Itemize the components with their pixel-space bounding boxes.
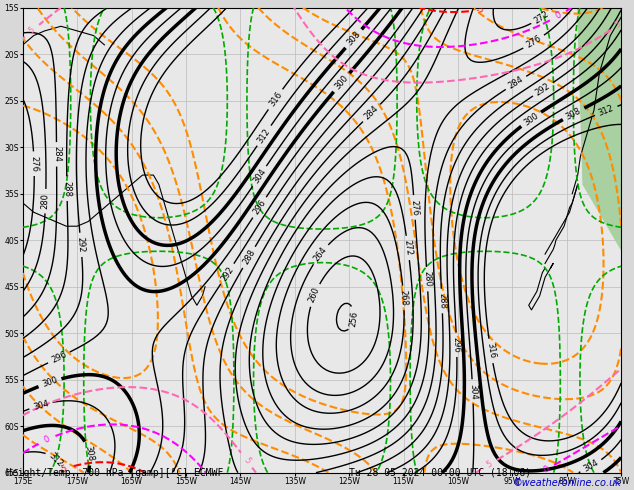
Text: 5: 5 bbox=[614, 19, 623, 30]
Text: 276: 276 bbox=[29, 155, 39, 172]
Polygon shape bbox=[578, 8, 621, 249]
Text: 276: 276 bbox=[410, 199, 419, 216]
Text: 284: 284 bbox=[52, 147, 61, 162]
Text: 304: 304 bbox=[32, 399, 49, 412]
Text: 260: 260 bbox=[307, 286, 321, 304]
Text: 296: 296 bbox=[452, 337, 462, 353]
Text: Height/Temp. 700 hPa [gamp][°C] ECMWF: Height/Temp. 700 hPa [gamp][°C] ECMWF bbox=[6, 468, 224, 478]
Text: 288: 288 bbox=[62, 181, 72, 197]
Text: 300: 300 bbox=[41, 375, 59, 389]
Text: 308: 308 bbox=[345, 29, 362, 48]
Text: 5: 5 bbox=[484, 460, 493, 470]
Text: 268: 268 bbox=[399, 290, 408, 306]
Text: 296: 296 bbox=[251, 198, 268, 217]
Text: 308: 308 bbox=[83, 444, 95, 462]
Text: 292: 292 bbox=[75, 237, 86, 253]
Text: 296: 296 bbox=[50, 350, 68, 365]
Text: 316: 316 bbox=[267, 90, 284, 108]
Text: 5: 5 bbox=[242, 455, 252, 465]
Text: 312: 312 bbox=[256, 126, 272, 145]
Text: 280: 280 bbox=[41, 193, 50, 209]
Text: 292: 292 bbox=[534, 81, 552, 98]
Text: 308: 308 bbox=[564, 106, 583, 122]
Text: Tu 28-05-2024 00:00 UTC (18+06): Tu 28-05-2024 00:00 UTC (18+06) bbox=[349, 468, 531, 478]
Text: 5: 5 bbox=[27, 25, 37, 36]
Text: 0: 0 bbox=[42, 435, 51, 445]
Text: 304: 304 bbox=[251, 167, 268, 185]
Text: 300: 300 bbox=[333, 74, 350, 92]
Text: 288: 288 bbox=[241, 248, 257, 267]
Text: 292: 292 bbox=[219, 265, 235, 283]
Text: 256: 256 bbox=[348, 310, 359, 327]
Text: 280: 280 bbox=[422, 271, 432, 287]
Text: 312: 312 bbox=[597, 104, 615, 118]
Text: -5: -5 bbox=[58, 464, 68, 475]
Text: 304: 304 bbox=[468, 383, 477, 400]
Text: 272: 272 bbox=[403, 240, 413, 256]
Text: 272: 272 bbox=[533, 9, 551, 25]
Text: 312: 312 bbox=[47, 451, 65, 468]
Text: 0: 0 bbox=[541, 465, 550, 475]
Text: 284: 284 bbox=[363, 104, 380, 122]
Text: ©weatheronline.co.uk: ©weatheronline.co.uk bbox=[512, 478, 621, 488]
Text: 288: 288 bbox=[437, 293, 447, 309]
Text: 264: 264 bbox=[312, 245, 329, 263]
Text: 276: 276 bbox=[525, 34, 543, 50]
Text: -5: -5 bbox=[475, 4, 485, 15]
Text: 300: 300 bbox=[522, 111, 540, 127]
Text: 316: 316 bbox=[485, 343, 496, 360]
Text: 304: 304 bbox=[582, 459, 600, 474]
Text: 0: 0 bbox=[553, 11, 562, 21]
Text: 284: 284 bbox=[507, 75, 525, 91]
